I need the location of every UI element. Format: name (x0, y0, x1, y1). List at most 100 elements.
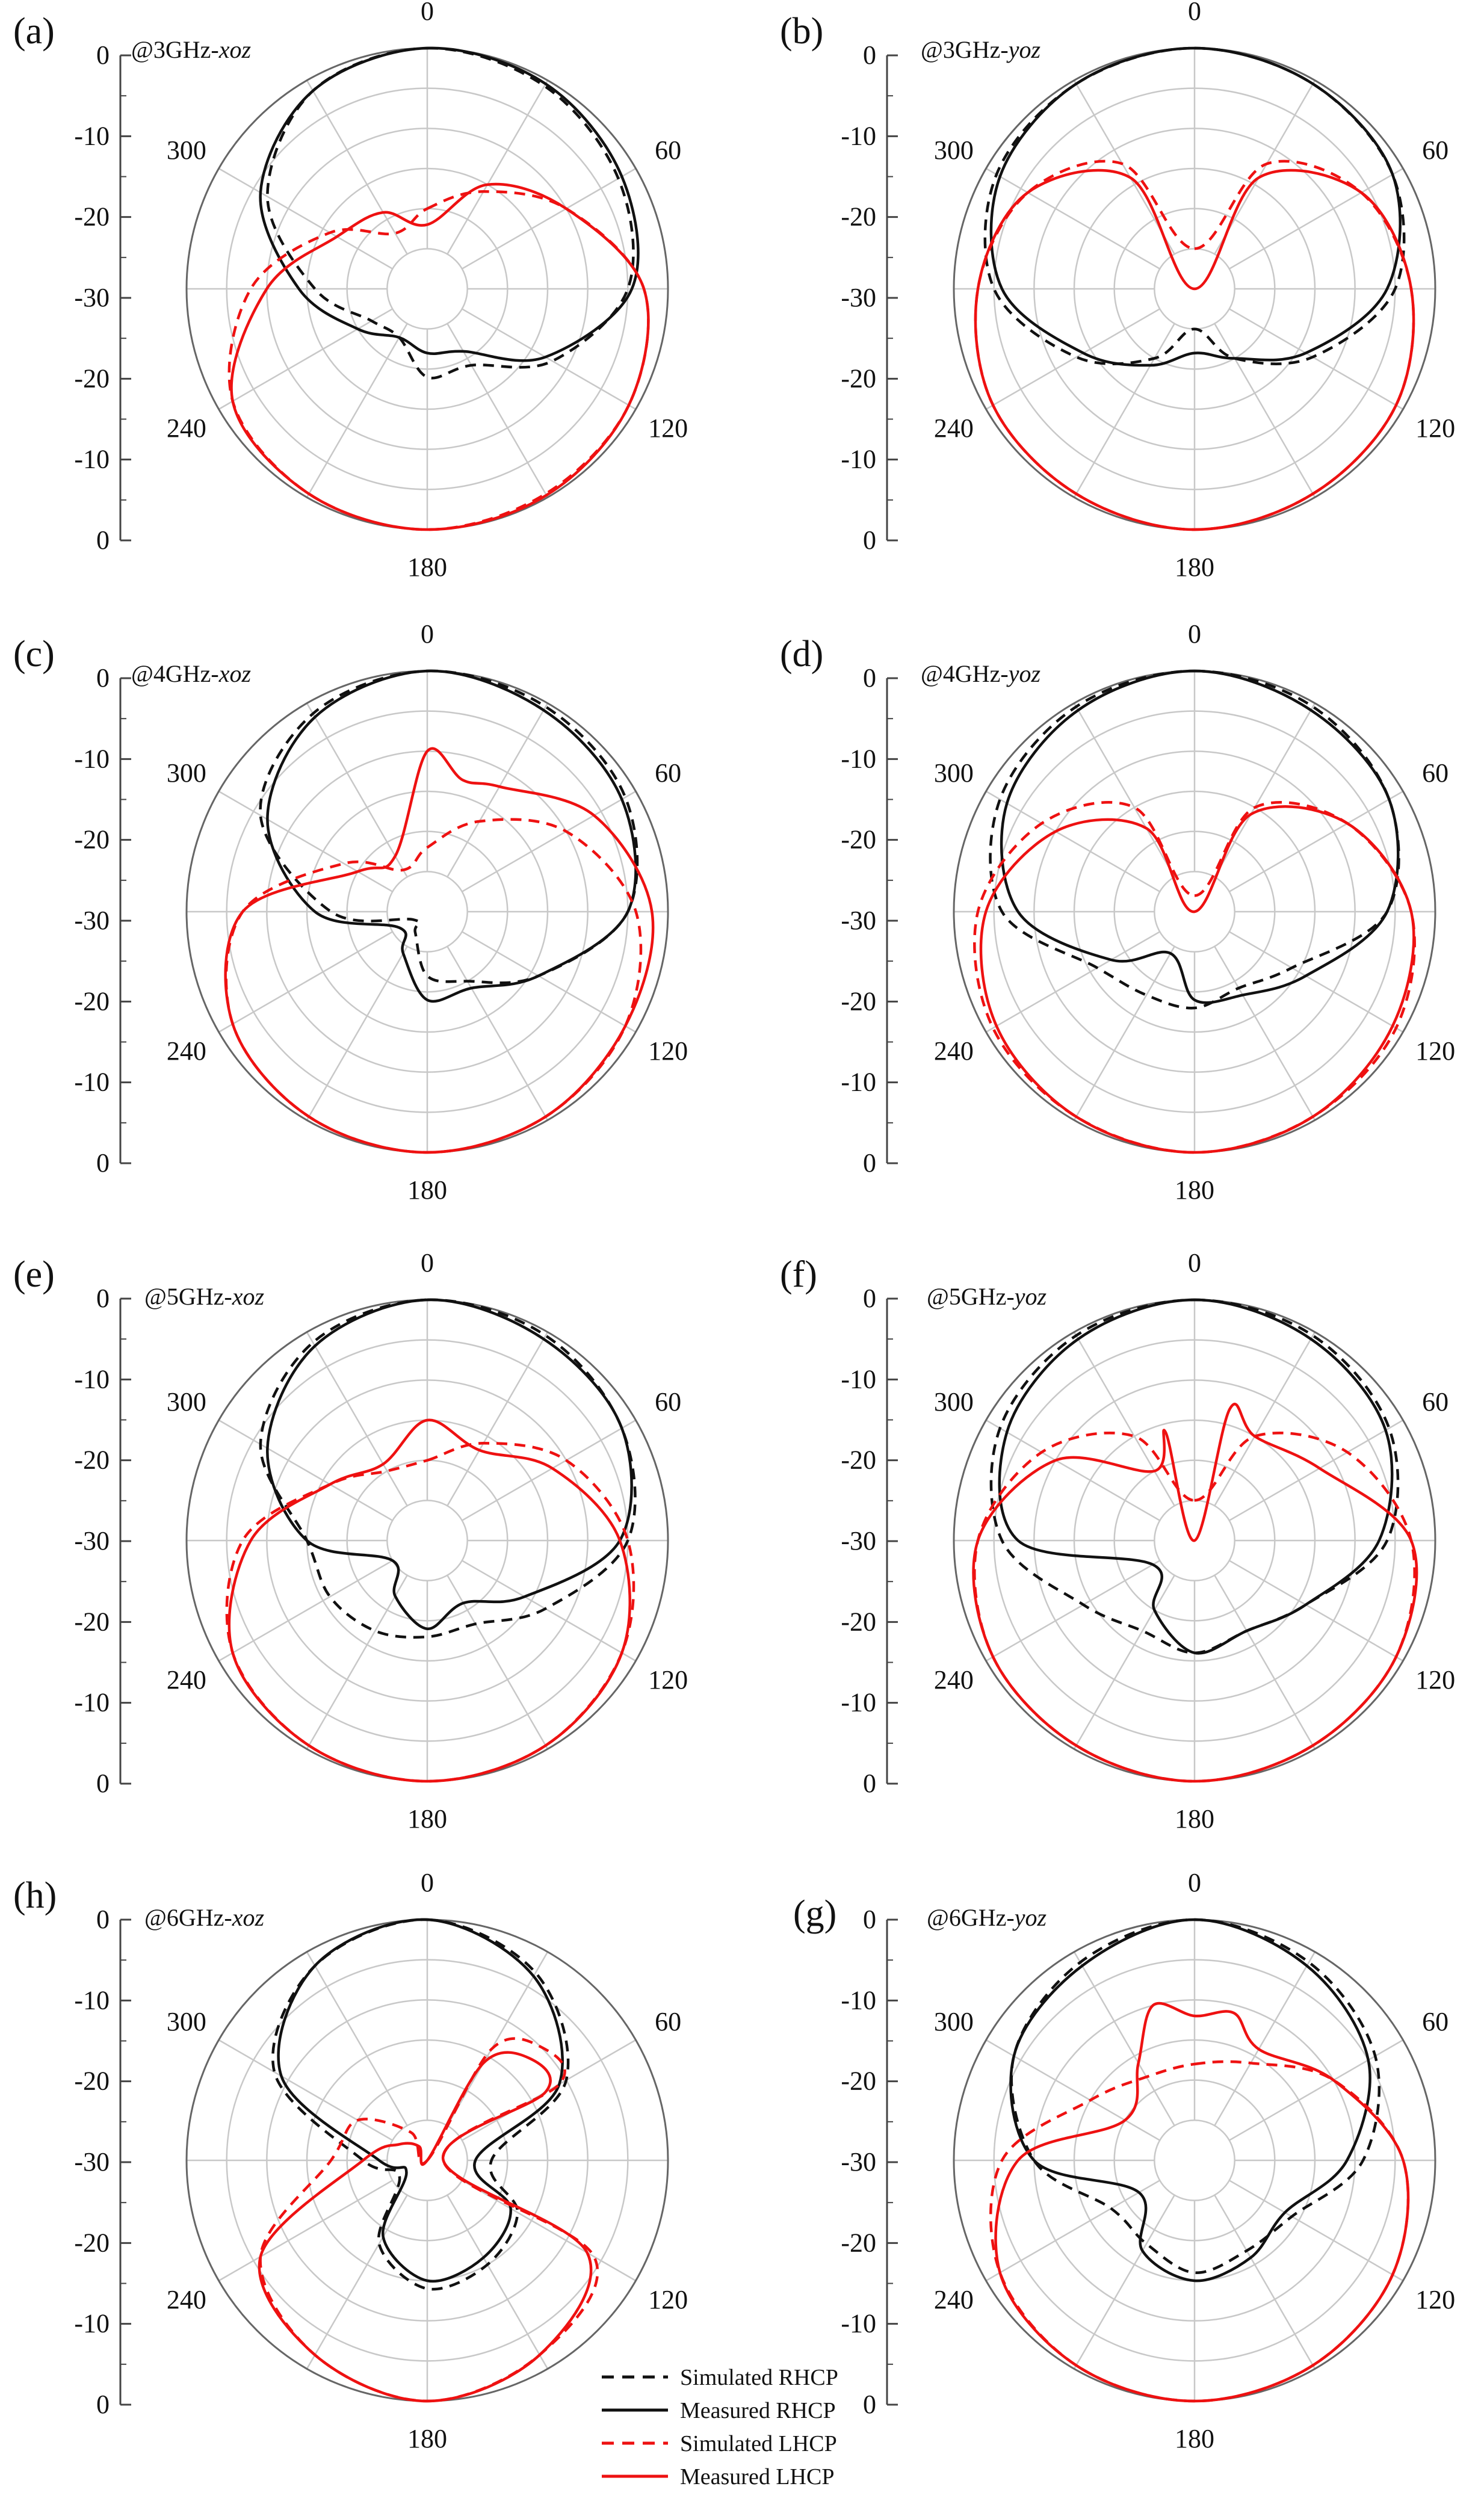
angle-tick-label: 180 (1175, 1175, 1214, 1205)
radial-tick-label: -10 (74, 2309, 110, 2338)
angle-tick-label: 300 (934, 1387, 974, 1417)
series-curve-measured-rhcp (277, 1918, 564, 2283)
grid-spoke (1229, 308, 1404, 410)
series-curve-measured-rhcp (998, 1298, 1394, 1655)
angle-tick-label: 0 (421, 1248, 434, 1278)
panel-letter: (d) (780, 634, 823, 675)
grid-spoke (1214, 1575, 1316, 1750)
radial-tick-label: -30 (74, 1526, 110, 1556)
grid-spoke (218, 167, 393, 270)
polar-panel-1: (a) @3GHz-xoz 0 -10 -20 -30 -20 -10 0 0 60 120 180 24… (13, 0, 688, 582)
radial-tick-label: -20 (74, 1607, 110, 1636)
polar-panel-6: (f) @5GHz-yoz 0 -10 -20 -30 -20 -10 0 0 60 120 180 24… (780, 1248, 1455, 1834)
angle-tick-label: 180 (407, 2424, 447, 2453)
panel-title: @4GHz-yoz (921, 660, 1040, 687)
panel-letter: (c) (13, 634, 55, 675)
radial-tick-label: -20 (841, 2066, 876, 2096)
legend-label: Simulated LHCP (680, 2431, 837, 2456)
radial-tick-label: -10 (841, 1068, 876, 1097)
legend-label: Simulated RHCP (680, 2365, 838, 2390)
angle-tick-label: 240 (934, 2285, 974, 2314)
series-curve-simulated-lhcp (989, 2060, 1410, 2403)
legend-label: Measured RHCP (680, 2398, 836, 2423)
grid-spoke (462, 2039, 637, 2141)
radial-tick-label: -20 (74, 1445, 110, 1475)
radial-tick-label: -30 (841, 1526, 876, 1556)
grid-spoke (462, 308, 637, 410)
angle-tick-label: 0 (421, 619, 434, 649)
series-curve-measured-lhcp (994, 2001, 1410, 2403)
series-curve-simulated-rhcp (259, 669, 639, 984)
angle-tick-label: 0 (421, 0, 434, 26)
radial-tick-label: 0 (96, 1769, 110, 1798)
angle-tick-label: 0 (1188, 619, 1201, 649)
radial-tick-label: -30 (841, 906, 876, 935)
panel-title: @6GHz-yoz (927, 1904, 1047, 1931)
angle-tick-label: 240 (934, 1665, 974, 1695)
angle-tick-label: 120 (1415, 2285, 1455, 2314)
radial-tick-label: -20 (841, 986, 876, 1016)
grid-spoke (218, 790, 393, 892)
grid-spoke (985, 1419, 1160, 1521)
series-curve-simulated-rhcp (271, 1918, 570, 2291)
radial-tick-label: -10 (74, 121, 110, 150)
grid-spoke (985, 1560, 1160, 1662)
angle-tick-label: 300 (934, 758, 974, 788)
grid-spoke (218, 2180, 393, 2282)
angle-tick-label: 240 (167, 413, 206, 443)
angle-tick-label: 240 (167, 1036, 206, 1066)
panel-title: @3GHz-yoz (921, 36, 1040, 63)
series-curve-simulated-lhcp (224, 818, 643, 1154)
radial-tick-label: 0 (96, 1905, 110, 1934)
radial-tick-label: 0 (863, 1905, 876, 1934)
radial-tick-label: -30 (74, 906, 110, 935)
radial-tick-label: -20 (841, 363, 876, 393)
series-curve-measured-rhcp (266, 1298, 633, 1630)
panel-title: @6GHz-xoz (144, 1904, 264, 1931)
grid-spoke (306, 702, 408, 877)
grid-spoke (218, 308, 393, 410)
radial-tick-label: 0 (863, 663, 876, 693)
radial-tick-label: 0 (96, 525, 110, 555)
grid-spoke (1229, 1560, 1404, 1662)
radial-tick-label: -30 (841, 283, 876, 312)
radial-tick-label: -20 (74, 202, 110, 232)
angle-tick-label: 300 (934, 135, 974, 165)
grid-spoke (306, 323, 408, 498)
grid-spoke (462, 1419, 637, 1521)
grid-spoke (218, 931, 393, 1033)
angle-tick-label: 180 (407, 1175, 447, 1205)
radial-tick-label: 0 (863, 40, 876, 70)
grid-spoke (1073, 946, 1175, 1121)
grid-spoke (1229, 790, 1404, 892)
legend: Simulated RHCP Measured RHCP Simulated LHC… (602, 2365, 838, 2490)
polar-panel-2: (b) @3GHz-yoz 0 -10 -20 -30 -20 -10 0 0 60 120 180 24… (780, 0, 1455, 582)
radial-tick-label: -20 (74, 825, 110, 855)
grid-spoke (1073, 79, 1175, 255)
grid-spoke (1214, 79, 1316, 255)
radial-tick-label: -10 (841, 1364, 876, 1394)
angle-tick-label: 180 (1175, 552, 1214, 582)
radial-tick-label: -20 (74, 986, 110, 1016)
grid-circle (386, 248, 468, 330)
panel-letter: (h) (13, 1875, 57, 1916)
grid-spoke (306, 946, 408, 1121)
angle-tick-label: 60 (1422, 135, 1448, 165)
radial-tick-label: -10 (841, 121, 876, 150)
grid-spoke (985, 308, 1160, 410)
grid-spoke (1214, 702, 1316, 877)
radial-tick-label: -10 (74, 1688, 110, 1717)
series-curve-measured-lhcp (230, 182, 650, 531)
angle-tick-label: 60 (655, 135, 681, 165)
panel-title: @4GHz-xoz (131, 660, 251, 687)
grid-spoke (1214, 1951, 1316, 2126)
panel-letter: (a) (13, 11, 55, 52)
grid-spoke (1229, 2180, 1404, 2282)
grid-spoke (985, 931, 1160, 1033)
radial-tick-label: 0 (96, 1284, 110, 1313)
radial-tick-label: -10 (841, 1688, 876, 1717)
grid-spoke (1073, 1575, 1175, 1750)
grid-spoke (1214, 2195, 1316, 2370)
radial-tick-label: -20 (841, 2228, 876, 2257)
series-curve-measured-rhcp (1000, 669, 1400, 1004)
